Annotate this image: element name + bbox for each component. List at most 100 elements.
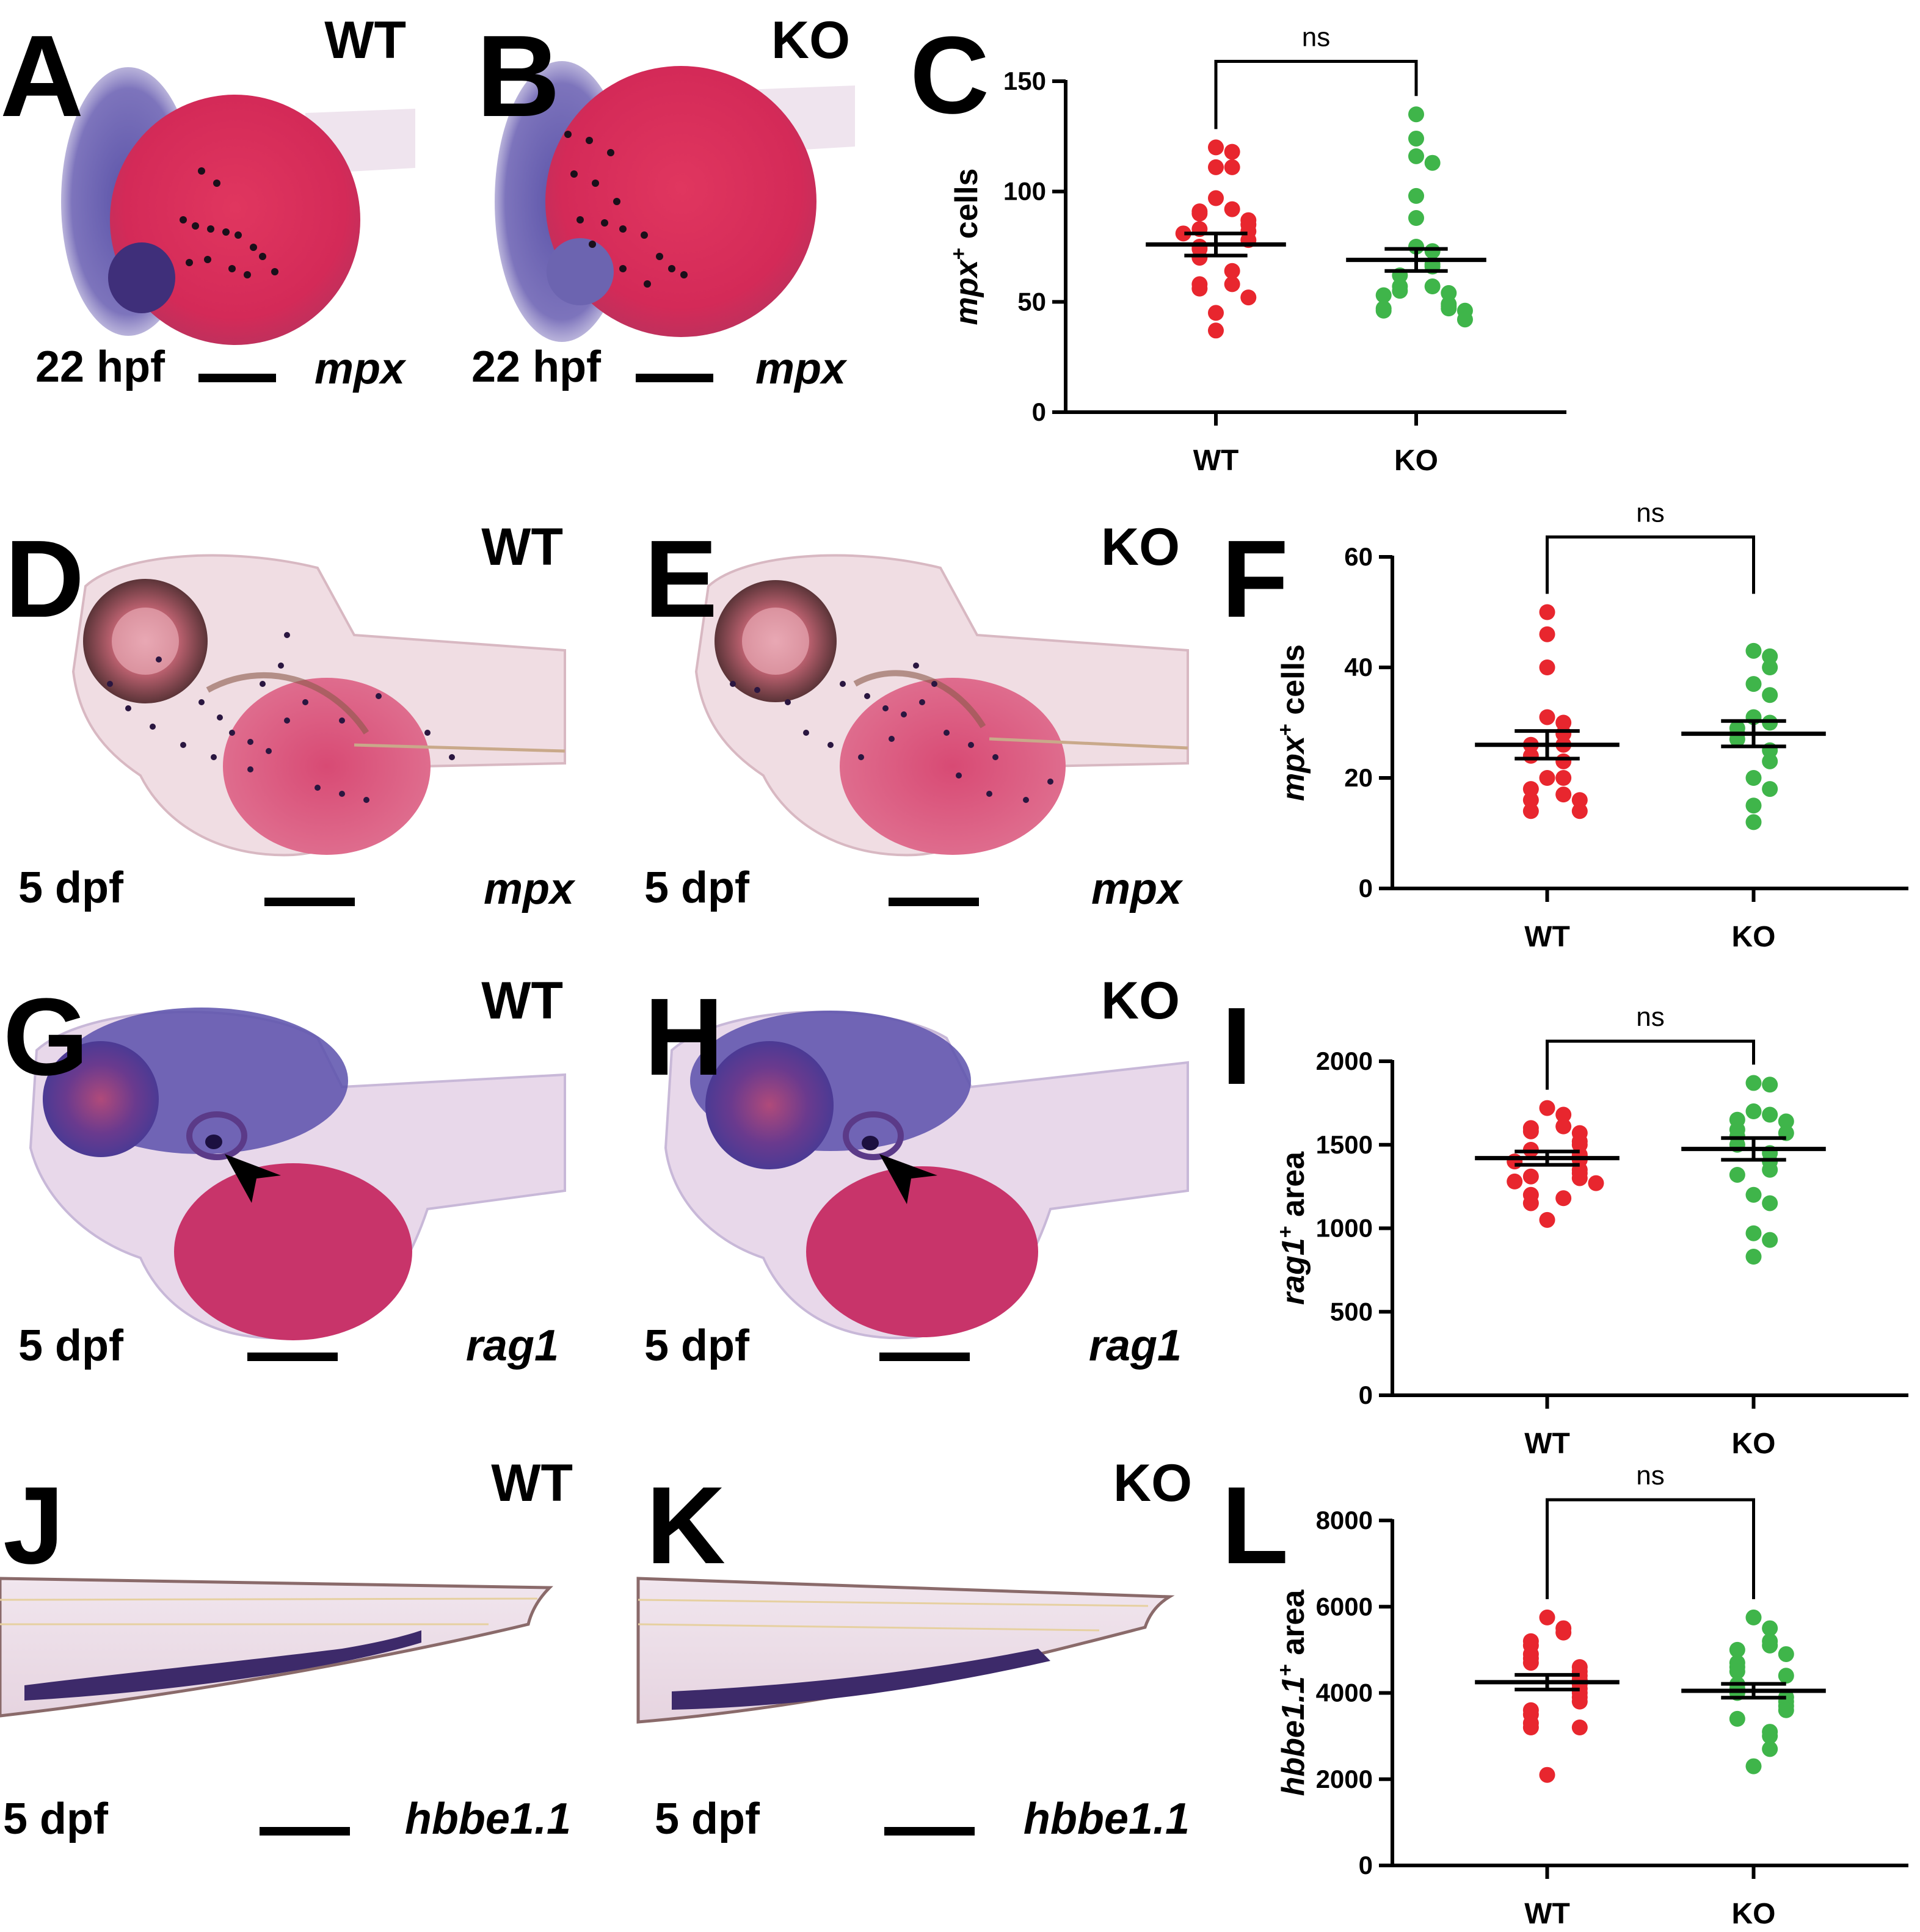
- stained-cell: [827, 742, 834, 748]
- data-point-ko: [1762, 687, 1778, 703]
- gene-label-b: mpx: [755, 344, 848, 393]
- stained-cell: [271, 268, 278, 275]
- stained-cell: [250, 244, 257, 251]
- data-point-wt: [1208, 305, 1224, 321]
- data-point-ko: [1408, 187, 1424, 204]
- y-tick-label: 1000: [1316, 1214, 1373, 1243]
- y-axis-title-gene: mpx: [1276, 735, 1311, 801]
- data-point-ko: [1745, 770, 1762, 786]
- mpx-cells-e: [730, 663, 1053, 803]
- y-tick-label: 2000: [1316, 1047, 1373, 1075]
- data-point-ko: [1745, 1103, 1762, 1120]
- stained-cell: [229, 730, 235, 736]
- x-tick-label: WT: [1524, 1898, 1570, 1930]
- significance-bracket: [1214, 59, 1418, 129]
- gene-label-e: mpx: [1091, 865, 1184, 913]
- data-point-wt: [1522, 1123, 1539, 1139]
- stage-label-g: 5 dpf: [18, 1321, 124, 1370]
- x-tick-label: KO: [1732, 1428, 1776, 1460]
- y-tick-label: 1500: [1316, 1130, 1373, 1159]
- panel-letter-e: E: [644, 518, 718, 641]
- stage-label-d: 5 dpf: [18, 863, 124, 912]
- stained-cell: [284, 632, 290, 638]
- data-point-ko: [1778, 1702, 1794, 1718]
- data-point-ko: [1762, 1637, 1778, 1654]
- data-point-ko: [1745, 1758, 1762, 1774]
- y-tick-label: 20: [1344, 763, 1373, 792]
- stained-cell: [619, 225, 627, 233]
- data-point-wt: [1571, 1170, 1588, 1186]
- y-tick-label: 40: [1344, 653, 1373, 681]
- stained-cell: [956, 772, 962, 779]
- genotype-label-j: WT: [491, 1454, 573, 1513]
- significance-label: ns: [1636, 498, 1664, 528]
- stained-cell: [644, 280, 651, 288]
- data-point-wt: [1555, 1118, 1572, 1135]
- data-point-wt: [1555, 714, 1572, 731]
- data-point-wt: [1539, 1609, 1555, 1625]
- scale-bar-e: [889, 898, 979, 906]
- significance-label: ns: [1636, 1461, 1664, 1491]
- data-point-wt: [1191, 205, 1208, 222]
- genotype-label-a: WT: [324, 11, 406, 70]
- stage-label-e: 5 dpf: [644, 863, 750, 912]
- stained-cell: [589, 241, 596, 248]
- data-point-wt: [1571, 1693, 1588, 1710]
- stained-cell: [840, 681, 846, 687]
- stained-cell: [217, 714, 223, 721]
- data-point-wt: [1555, 770, 1572, 786]
- stained-cell: [586, 137, 593, 144]
- panel-letter-d: D: [5, 518, 84, 641]
- stained-cell: [858, 754, 864, 760]
- data-point-ko: [1729, 1663, 1745, 1680]
- stained-cell: [247, 766, 253, 772]
- data-point-ko: [1456, 311, 1473, 328]
- stage-label-h: 5 dpf: [644, 1321, 750, 1370]
- mpx-cells-a: [180, 167, 278, 278]
- gene-label-h: rag1: [1089, 1321, 1182, 1370]
- mpx-cells-d: [107, 632, 455, 803]
- data-point-ko: [1729, 1710, 1745, 1727]
- panel-A: A WT 22 hpf mpx: [0, 11, 415, 393]
- data-point-ko: [1745, 1225, 1762, 1241]
- panel-D: D WT 5 dpf mpx: [5, 518, 576, 913]
- data-point-wt: [1555, 1106, 1572, 1123]
- data-point-wt: [1522, 803, 1539, 819]
- y-tick-label: 8000: [1316, 1506, 1373, 1534]
- stained-cell: [656, 253, 663, 260]
- panel-letter-a: A: [0, 12, 84, 141]
- data-point-wt: [1522, 1168, 1539, 1185]
- data-point-ko: [1424, 154, 1441, 171]
- stained-cell: [107, 681, 113, 687]
- genotype-label-d: WT: [481, 518, 563, 576]
- y-tick-label: 150: [1003, 67, 1046, 95]
- embryo-image-b: [495, 61, 855, 342]
- stained-cell: [931, 681, 937, 687]
- data-point-ko: [1762, 1232, 1778, 1248]
- gene-label-k: hbbe1.1: [1024, 1795, 1190, 1843]
- data-point-ko: [1408, 106, 1424, 123]
- significance-label: ns: [1302, 22, 1330, 52]
- y-tick-label: 6000: [1316, 1592, 1373, 1621]
- stained-cell: [363, 797, 369, 803]
- panel-J: J WT 5 dpf hbbe1.1: [0, 1454, 573, 1843]
- data-point-ko: [1729, 1166, 1745, 1183]
- x-tick-label: WT: [1524, 1428, 1570, 1460]
- larva-image-g: [29, 1008, 566, 1340]
- data-point-wt: [1522, 1720, 1539, 1735]
- stained-cell: [376, 693, 382, 699]
- significance-bracket: [1546, 535, 1755, 594]
- scale-bar-j: [260, 1827, 350, 1836]
- larva-image-e: [694, 554, 1189, 857]
- data-point-wt: [1208, 159, 1224, 175]
- stained-cell: [607, 149, 614, 156]
- stained-cell: [919, 699, 925, 705]
- data-point-wt: [1539, 709, 1555, 725]
- gene-label-j: hbbe1.1: [405, 1795, 571, 1843]
- data-point-ko: [1745, 1609, 1762, 1625]
- y-axis-title-gene: rag1: [1276, 1238, 1311, 1305]
- stained-cell: [228, 265, 236, 272]
- stained-cell: [156, 656, 162, 663]
- data-point-ko: [1441, 300, 1457, 317]
